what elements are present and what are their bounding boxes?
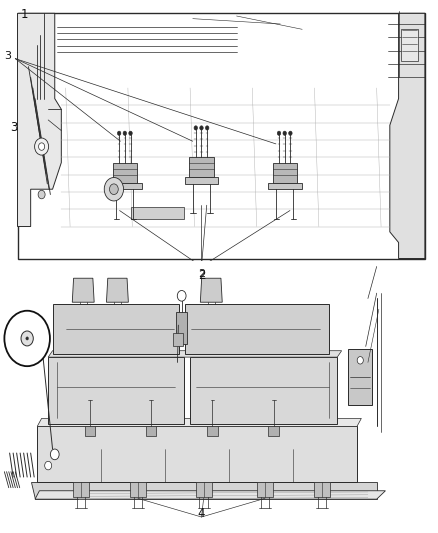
Bar [173, 333, 183, 346]
Bar [207, 426, 218, 436]
Circle shape [38, 190, 45, 199]
Bar [18, 13, 425, 259]
Bar [268, 183, 302, 189]
Circle shape [205, 126, 209, 130]
Bar [113, 163, 137, 183]
Circle shape [177, 290, 186, 301]
Polygon shape [185, 304, 328, 354]
Circle shape [21, 331, 33, 346]
Bar [401, 29, 418, 61]
Text: 3: 3 [10, 122, 18, 134]
Circle shape [123, 131, 127, 135]
Bar [184, 177, 218, 184]
Bar [268, 426, 279, 436]
Circle shape [35, 138, 49, 155]
Text: 2: 2 [198, 269, 205, 282]
Bar [348, 349, 372, 405]
Circle shape [277, 131, 281, 135]
Circle shape [129, 131, 132, 135]
Polygon shape [37, 426, 357, 482]
Circle shape [4, 311, 50, 366]
Polygon shape [35, 491, 385, 499]
Bar [196, 482, 212, 497]
Bar [272, 163, 297, 183]
Circle shape [283, 131, 286, 135]
Bar [146, 426, 156, 436]
Polygon shape [200, 278, 222, 302]
Circle shape [110, 184, 118, 195]
Text: 2: 2 [198, 269, 205, 279]
Bar [131, 207, 184, 219]
Circle shape [289, 131, 292, 135]
Bar [189, 157, 213, 177]
Polygon shape [31, 482, 377, 499]
Text: 1: 1 [20, 8, 28, 21]
Polygon shape [190, 357, 337, 424]
Bar [0, 261, 438, 522]
Bar [130, 482, 146, 497]
Bar [73, 482, 89, 497]
Polygon shape [18, 13, 61, 227]
Polygon shape [390, 13, 425, 259]
Polygon shape [48, 351, 342, 357]
Bar [257, 482, 273, 497]
Polygon shape [37, 418, 361, 426]
Polygon shape [48, 357, 184, 424]
Circle shape [39, 143, 45, 150]
Polygon shape [106, 278, 128, 302]
Polygon shape [61, 88, 390, 227]
Circle shape [117, 131, 121, 135]
Polygon shape [53, 304, 180, 354]
Circle shape [50, 449, 59, 459]
Bar [85, 426, 95, 436]
Bar [108, 183, 141, 189]
Circle shape [200, 126, 203, 130]
Circle shape [26, 337, 28, 340]
Circle shape [194, 126, 198, 130]
Bar [314, 482, 330, 497]
Circle shape [45, 462, 52, 470]
Circle shape [104, 177, 124, 201]
Polygon shape [72, 278, 94, 302]
Bar [177, 312, 187, 344]
Circle shape [357, 357, 363, 364]
Text: 4: 4 [198, 507, 205, 520]
Text: 3: 3 [4, 51, 11, 61]
